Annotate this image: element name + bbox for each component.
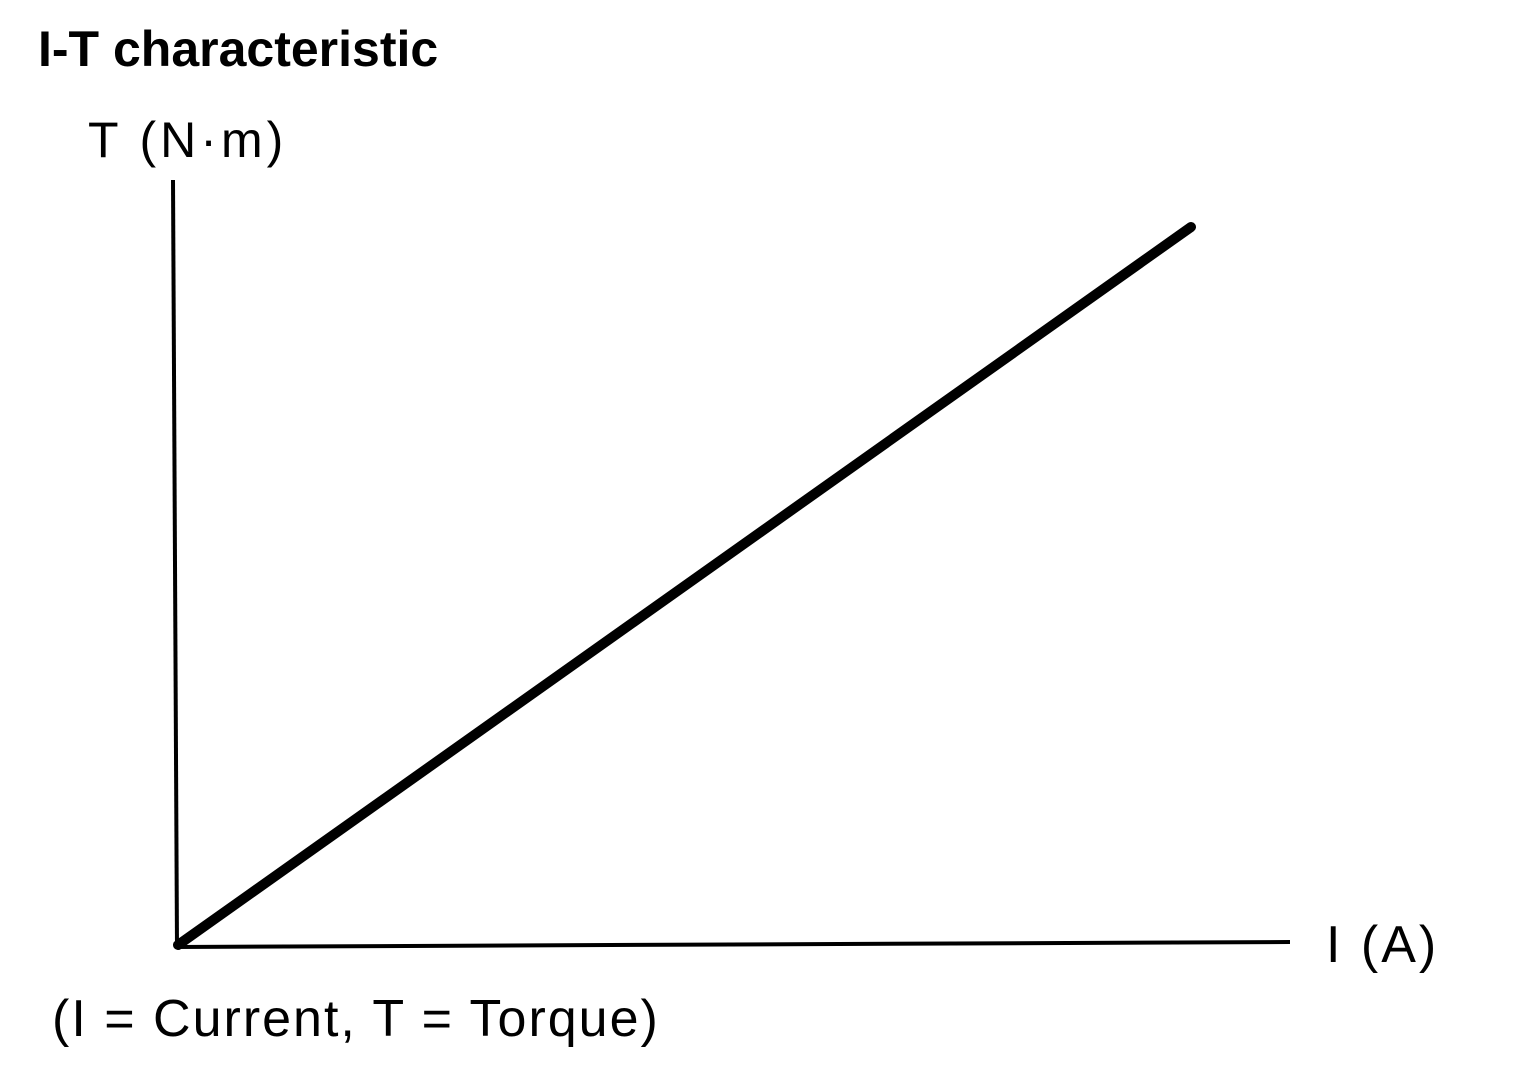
y-axis: [171, 179, 179, 949]
x-axis-label: I (A): [1326, 916, 1439, 974]
characteristic-line: [173, 222, 1196, 950]
note: (I = Current, T = Torque): [52, 990, 660, 1048]
title: I-T characteristic: [38, 21, 438, 77]
y-axis-label: T (N·m): [88, 112, 287, 168]
x-axis: [174, 940, 1291, 949]
